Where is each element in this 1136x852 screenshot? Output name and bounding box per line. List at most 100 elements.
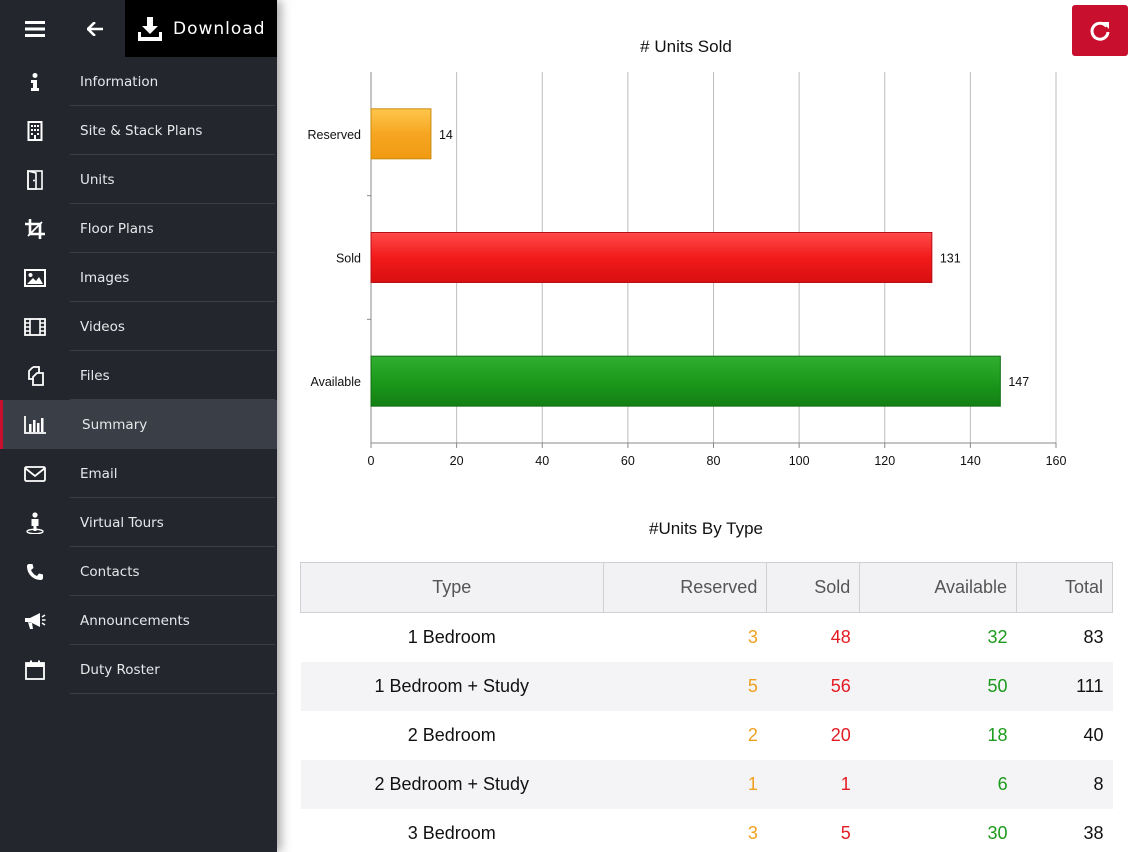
category-label: Sold [336,252,361,266]
hamburger-icon [25,20,45,37]
download-button[interactable]: Download [125,0,277,57]
x-tick-label: 60 [621,454,635,468]
cell-total: 38 [1083,822,1104,843]
table-row: 2 Bedroom + Study 1 1 6 8 [300,759,1113,809]
data-label: 14 [439,128,453,142]
cell-type: 1 Bedroom [407,626,496,647]
column-header-type[interactable]: Type [300,562,604,613]
x-tick-label: 20 [450,454,464,468]
sidebar-item-label: Units [80,171,115,188]
sidebar-item-email[interactable]: Email [0,449,277,498]
sidebar-item-duty-roster[interactable]: Duty Roster [0,645,277,694]
sidebar-nav: Information Site & Stack Plans Units Flo… [0,57,277,694]
sidebar-item-floor-plans[interactable]: Floor Plans [0,204,277,253]
table-header-row: Type Reserved Sold Available Total [300,562,1113,613]
files-icon [0,351,70,400]
sidebar-item-label: Floor Plans [80,220,154,237]
x-tick-label: 80 [707,454,721,468]
units-sold-chart: 0 20 40 60 80 100 120 140 160 Reserved 14 Sold 131 Av… [308,72,1067,468]
bar-available [370,355,1001,407]
cell-sold: 1 [766,759,860,809]
sidebar-item-announcements[interactable]: Announcements [0,596,277,645]
x-tick-label: 0 [368,454,375,468]
bar-sold [370,232,933,283]
download-icon [138,16,162,41]
cell-total: 8 [1016,759,1113,809]
sidebar-item-videos[interactable]: Videos [0,302,277,351]
sidebar-item-label: Duty Roster [80,661,160,678]
table-row: 1 Bedroom + Study 5 56 50 111 [300,661,1113,711]
sidebar-item-label: Site & Stack Plans [80,122,203,139]
table-title: #Units By Type [648,519,764,538]
envelope-icon [0,449,70,498]
cell-sold: 5 [840,822,851,843]
sidebar-item-virtual-tours[interactable]: Virtual Tours [0,498,277,547]
cell-available: 50 [859,661,1017,711]
sidebar-item-units[interactable]: Units [0,155,277,204]
sidebar-item-label: Summary [82,416,148,433]
image-icon [0,253,70,302]
sidebar-topbar: Download [0,0,277,57]
chart-title: # Units Sold [640,37,732,56]
sidebar-item-label: Announcements [80,612,190,629]
refresh-button[interactable] [1072,5,1128,56]
phone-icon [0,547,70,596]
bar-reserved [370,108,432,160]
cell-sold: 56 [766,661,860,711]
cell-total: 40 [1083,724,1104,745]
column-header-total[interactable]: Total [1016,562,1113,613]
cell-type: 3 Bedroom [407,822,496,843]
sidebar-item-label: Contacts [80,563,140,580]
bar-chart-icon [0,400,70,449]
sidebar-item-contacts[interactable]: Contacts [0,547,277,596]
cell-reserved: 2 [747,724,758,745]
column-header-available[interactable]: Available [859,562,1018,613]
info-icon [0,57,70,106]
sidebar-item-label: Information [80,73,159,90]
sidebar-item-site-stack-plans[interactable]: Site & Stack Plans [0,106,277,155]
cell-reserved: 1 [603,759,767,809]
cell-available: 18 [987,724,1008,745]
sidebar-item-images[interactable]: Images [0,253,277,302]
door-icon [0,155,70,204]
download-label: Download [173,18,266,39]
table-row: 3 Bedroom 3 5 30 38 [301,809,1113,852]
sidebar-item-label: Images [80,269,130,286]
x-tick-label: 140 [960,454,981,468]
cell-reserved: 5 [603,661,767,711]
back-button[interactable] [62,0,128,57]
sidebar-item-information[interactable]: Information [0,57,277,106]
refresh-icon [1090,21,1110,41]
data-label: 131 [940,252,961,266]
cell-available: 6 [859,759,1017,809]
arrow-left-icon [87,21,103,36]
sidebar-item-files[interactable]: Files [0,351,277,400]
cell-type: 2 Bedroom [407,724,496,745]
cell-available: 30 [987,822,1008,843]
sidebar-item-label: Videos [80,318,125,335]
x-tick-label: 100 [789,454,810,468]
data-label: 147 [1008,375,1029,389]
category-label: Available [310,375,361,389]
table-row: 1 Bedroom 3 48 32 83 [301,613,1113,662]
cell-type: 2 Bedroom + Study [300,759,604,809]
menu-button[interactable] [0,0,70,57]
x-tick-label: 160 [1046,454,1067,468]
cell-sold: 48 [830,626,851,647]
sidebar-item-summary[interactable]: Summary [0,400,277,449]
sidebar: Download Information Site & Stack Plans … [0,0,277,852]
cell-type: 1 Bedroom + Study [300,661,604,711]
column-header-reserved[interactable]: Reserved [602,562,768,613]
crop-icon [0,204,70,253]
column-header-sold[interactable]: Sold [766,562,861,613]
calendar-icon [0,645,70,694]
cell-reserved: 3 [747,822,758,843]
x-tick-label: 40 [535,454,549,468]
cell-available: 32 [987,626,1008,647]
film-icon [0,302,70,351]
sidebar-item-label: Files [80,367,110,384]
sidebar-item-label: Email [80,465,118,482]
building-icon [0,106,70,155]
person-pin-icon [0,498,70,547]
cell-sold: 20 [830,724,851,745]
